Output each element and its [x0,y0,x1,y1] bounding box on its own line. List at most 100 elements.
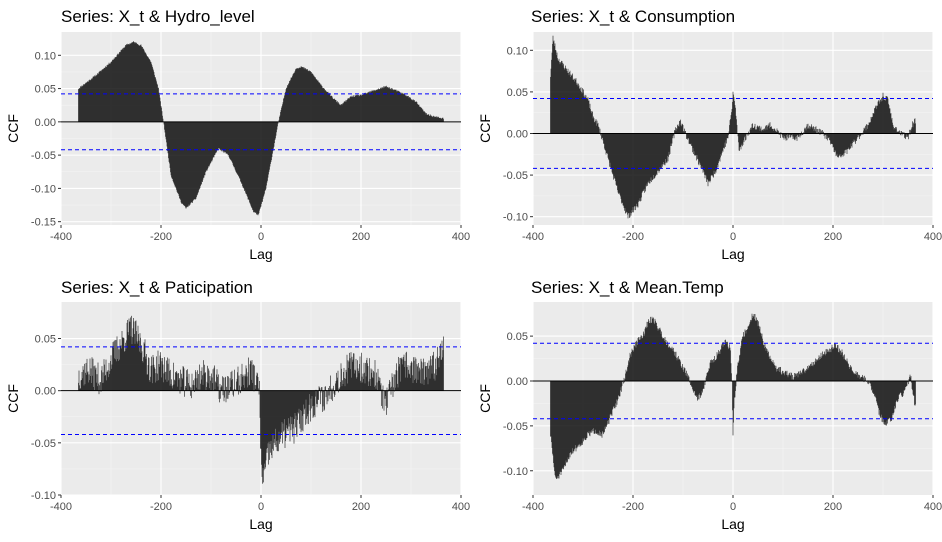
ccf-bar [690,380,692,385]
y-tick-label: 0.10 [35,50,56,62]
ccf-bar [581,380,583,443]
ccf-bar [414,380,415,391]
ccf-bar [738,362,739,381]
ccf-bar [593,116,594,134]
y-tick-label: -0.10 [503,466,528,478]
ccf-bar [628,133,630,213]
ccf-bar [338,103,340,122]
ccf-bar [100,71,102,122]
ccf-bar [150,365,152,391]
ccf-bar [697,133,698,159]
ccf-bar [655,133,656,177]
ccf-bar [178,121,180,196]
ccf-bar [683,371,684,381]
ccf-bar [298,68,299,122]
ccf-bar [915,380,916,405]
ccf-bar [871,116,873,134]
ccf-bar [404,360,406,391]
ccf-bar [818,131,819,134]
y-tick-label: -0.15 [31,217,56,229]
ccf-bar [836,347,837,381]
ccf-bar [215,121,217,153]
ccf-bar [112,342,114,391]
ccf-bar [79,388,81,391]
ccf-bar [749,324,750,381]
ccf-bar [732,91,734,134]
ccf-bar [141,345,142,391]
ccf-bar [397,387,399,391]
ccf-bar [149,381,151,391]
ccf-bar [604,133,605,149]
ccf-bar [194,390,195,392]
ccf-bar [170,369,171,391]
ccf-bar [103,382,104,391]
ccf-bar [318,390,319,400]
ccf-bar [127,43,128,122]
ccf-bar [848,133,849,148]
ccf-bar [840,354,842,381]
ccf-bar [565,68,567,134]
ccf-bar [686,133,688,139]
ccf-bar [185,385,186,391]
ccf-bar [252,121,254,211]
ccf-bar [564,380,565,466]
ccf-bar [562,65,564,134]
ccf-bar [216,121,218,151]
ccf-bar [586,98,587,134]
ccf-bar [769,355,771,381]
ccf-bar [82,86,83,122]
ccf-bar [727,133,729,139]
ccf-bar [104,364,105,391]
ccf-bar [763,344,765,381]
ccf-bar [428,368,429,391]
ccf-bar [816,360,818,381]
ccf-bar [655,133,657,176]
ccf-bar [166,360,167,391]
ccf-bar [851,370,853,381]
ccf-bar [320,84,322,122]
ccf-bar [766,129,768,134]
ccf-bar [202,375,203,391]
ccf-bar [866,124,868,134]
ccf-bar [89,358,91,391]
ccf-bar [220,387,222,391]
ccf-bar [358,370,359,391]
ccf-bar [658,133,659,171]
ccf-bar [266,390,267,449]
ccf-bar [711,133,712,175]
ccf-bar [721,133,722,156]
ccf-bar [832,347,834,381]
ccf-bar [219,390,220,403]
x-tick-label: 400 [924,501,942,513]
ccf-bar [576,82,578,134]
ccf-bar [107,371,108,391]
ccf-bar [192,121,193,203]
ccf-bar [168,121,169,159]
ccf-bar [733,380,734,423]
ccf-bar [589,380,591,437]
ccf-bar [201,367,203,391]
ccf-bar [341,368,342,391]
ccf-bar [229,121,231,160]
ccf-bar [644,133,645,193]
ccf-bar [843,133,844,154]
ccf-bar [654,133,655,179]
ccf-bar [187,369,188,391]
ccf-bar [778,367,780,381]
ccf-bar [802,133,804,135]
ccf-bar [815,358,816,381]
ccf-bar [114,58,115,122]
ccf-bar [219,121,220,149]
ccf-bar [646,328,647,381]
ccf-bar [758,325,760,381]
ccf-bar [208,121,209,167]
ccf-bar [574,78,576,134]
ccf-bar [413,99,414,122]
ccf-bar [358,373,360,391]
ccf-bar [726,133,727,144]
ccf-bar [186,121,187,208]
ccf-bar [110,355,112,391]
ccf-bar [319,388,321,391]
ccf-bar [309,70,310,122]
ccf-bar [653,133,655,179]
